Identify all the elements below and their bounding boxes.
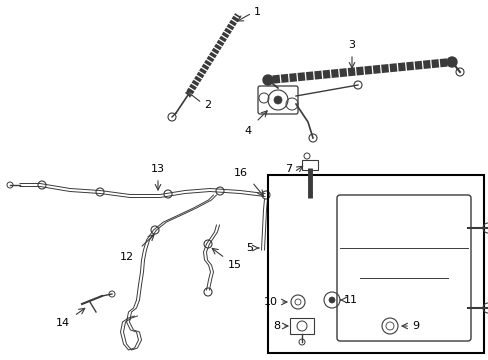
Text: 1: 1 bbox=[253, 7, 261, 17]
Circle shape bbox=[446, 57, 456, 67]
Text: 10: 10 bbox=[264, 297, 278, 307]
Text: 9: 9 bbox=[411, 321, 418, 331]
Circle shape bbox=[273, 96, 282, 104]
Circle shape bbox=[263, 75, 272, 85]
Text: 4: 4 bbox=[244, 126, 251, 136]
Text: 7: 7 bbox=[285, 164, 291, 174]
Text: 5: 5 bbox=[245, 243, 252, 253]
Bar bbox=[267, 175, 483, 353]
Text: 11: 11 bbox=[343, 295, 357, 305]
Text: 2: 2 bbox=[203, 100, 211, 110]
Text: 12: 12 bbox=[120, 252, 134, 262]
Text: 3: 3 bbox=[348, 40, 355, 50]
Bar bbox=[289, 318, 313, 334]
Bar bbox=[302, 160, 317, 170]
Text: 16: 16 bbox=[234, 168, 247, 178]
Text: 14: 14 bbox=[56, 318, 70, 328]
Text: 13: 13 bbox=[151, 164, 164, 174]
Circle shape bbox=[328, 297, 334, 303]
Text: 15: 15 bbox=[227, 260, 242, 270]
Text: 8: 8 bbox=[272, 321, 280, 331]
